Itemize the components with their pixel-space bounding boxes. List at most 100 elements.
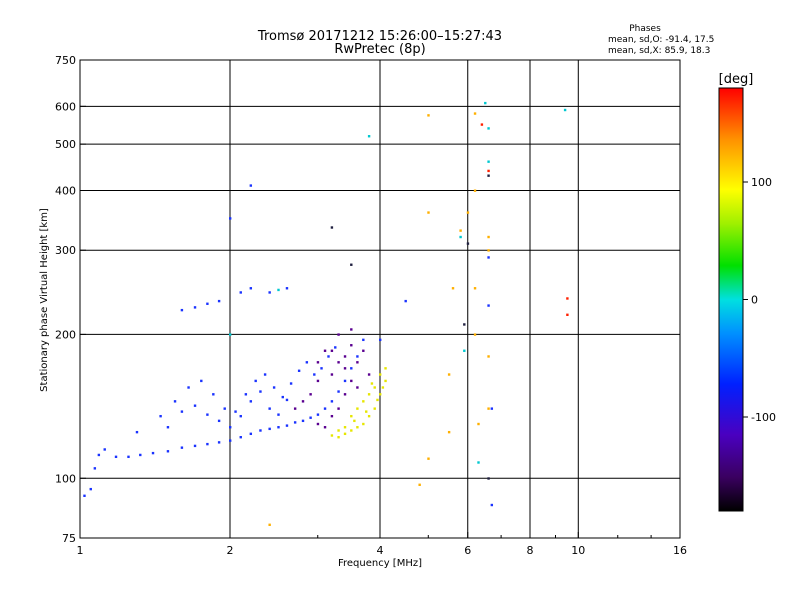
- data-point: [206, 302, 209, 305]
- data-point: [427, 211, 430, 214]
- data-point: [200, 379, 203, 383]
- data-point: [229, 426, 232, 429]
- data-point: [381, 386, 385, 389]
- data-point: [83, 494, 86, 497]
- data-point: [404, 299, 407, 303]
- data-point: [356, 386, 359, 389]
- data-point: [234, 410, 237, 413]
- data-point: [187, 386, 190, 389]
- colorbar-gradient: [718, 87, 744, 512]
- data-point: [373, 407, 376, 410]
- data-point: [277, 288, 280, 292]
- y-tick-label: 750: [55, 54, 76, 67]
- data-point: [223, 407, 226, 410]
- data-point: [480, 123, 484, 126]
- x-tick-label: 4: [377, 544, 384, 557]
- data-point: [362, 422, 365, 426]
- data-point: [379, 338, 382, 342]
- data-point: [490, 503, 494, 507]
- data-point: [285, 424, 289, 427]
- data-point: [473, 112, 477, 115]
- data-point: [206, 413, 209, 416]
- colorbar-label: [deg]: [719, 72, 754, 87]
- y-tick-label: 75: [62, 532, 76, 545]
- data-point: [114, 455, 118, 459]
- data-point: [466, 211, 470, 214]
- data-point: [309, 416, 312, 419]
- data-point: [249, 432, 253, 436]
- data-point: [356, 355, 359, 358]
- data-point: [313, 373, 316, 376]
- data-point: [229, 333, 232, 336]
- data-point: [193, 404, 197, 407]
- data-point: [487, 407, 490, 410]
- data-point: [268, 407, 271, 410]
- data-point: [337, 390, 340, 393]
- data-point: [379, 373, 382, 376]
- colorbar-tick-label: 100: [751, 176, 772, 189]
- data-point: [487, 256, 490, 259]
- data-point: [356, 426, 359, 429]
- data-point: [301, 400, 305, 403]
- data-point: [384, 379, 387, 383]
- data-point: [367, 414, 371, 418]
- data-point: [563, 108, 567, 112]
- data-point: [343, 367, 347, 370]
- data-point: [487, 160, 490, 163]
- data-point: [293, 421, 297, 424]
- data-point: [350, 379, 353, 383]
- data-point: [330, 434, 334, 437]
- y-tick-label: 200: [55, 328, 76, 341]
- data-point: [249, 400, 253, 403]
- x-tick-label: 10: [571, 544, 585, 557]
- data-point: [466, 242, 470, 245]
- data-point: [330, 373, 334, 376]
- data-point: [337, 435, 340, 439]
- data-point: [193, 306, 197, 309]
- data-point: [362, 349, 365, 352]
- data-point: [337, 333, 340, 336]
- data-point: [263, 373, 267, 376]
- x-tick-label: 8: [527, 544, 534, 557]
- data-point: [459, 229, 462, 232]
- data-point: [293, 407, 297, 410]
- data-point: [477, 461, 480, 464]
- data-point: [330, 226, 334, 229]
- data-point: [268, 427, 271, 431]
- data-point: [343, 432, 347, 436]
- colorbar-tick-label: -100: [751, 411, 776, 424]
- data-point: [379, 393, 382, 396]
- data-point: [370, 382, 374, 385]
- data-point: [281, 395, 284, 399]
- data-point: [427, 457, 430, 460]
- chart-title: Tromsø 20171212 15:26:00–15:27:43: [257, 29, 502, 44]
- data-point: [473, 287, 477, 290]
- data-point: [334, 346, 337, 349]
- data-point: [384, 367, 387, 370]
- data-point: [350, 367, 353, 370]
- y-tick-label: 500: [55, 138, 76, 151]
- data-point: [268, 523, 271, 527]
- data-point: [180, 446, 184, 449]
- y-axis-ticks: 75 100 200 300 400 500 600 750: [55, 54, 86, 545]
- data-point: [327, 355, 330, 358]
- data-point: [93, 467, 97, 470]
- data-point: [159, 414, 162, 418]
- data-point: [285, 287, 289, 290]
- data-point: [487, 477, 490, 480]
- data-point: [487, 235, 490, 239]
- data-point: [272, 386, 276, 389]
- data-point: [463, 349, 466, 352]
- data-point: [350, 344, 353, 347]
- data-point: [463, 323, 466, 326]
- grid-lines: [80, 60, 680, 538]
- data-point: [418, 483, 421, 487]
- data-points: [83, 101, 569, 527]
- data-point: [239, 414, 242, 418]
- y-tick-label: 300: [55, 244, 76, 257]
- data-point: [277, 426, 280, 429]
- data-point: [487, 174, 490, 177]
- data-point: [229, 439, 232, 442]
- data-point: [362, 400, 365, 403]
- data-point: [376, 398, 379, 402]
